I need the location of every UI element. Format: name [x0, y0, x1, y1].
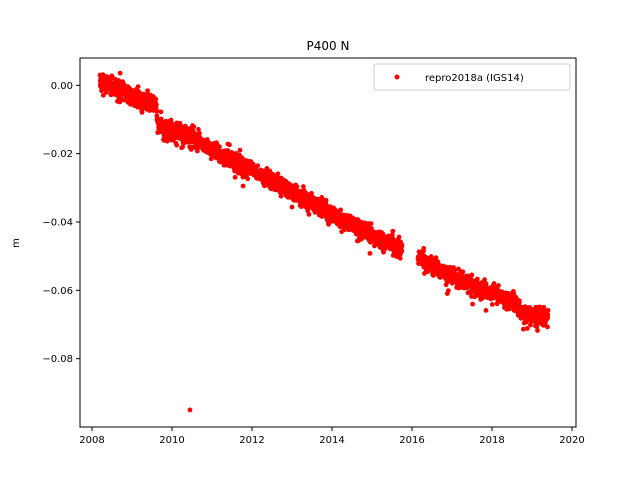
data-point — [445, 288, 451, 294]
data-points — [97, 70, 551, 413]
data-point — [174, 142, 180, 148]
data-point — [197, 130, 202, 136]
data-point — [289, 204, 295, 210]
data-point — [469, 272, 475, 278]
data-point — [421, 245, 427, 251]
data-point — [145, 88, 150, 94]
data-point — [542, 307, 547, 313]
data-point — [470, 301, 476, 307]
data-point — [338, 207, 344, 213]
legend-marker — [394, 74, 400, 80]
data-point — [429, 256, 435, 262]
data-point — [227, 142, 232, 148]
data-point — [301, 184, 306, 189]
x-tick-label: 2020 — [559, 435, 584, 446]
data-point — [368, 221, 374, 227]
data-point — [196, 126, 201, 132]
x-tick-label: 2012 — [239, 435, 264, 446]
data-point — [139, 109, 145, 115]
data-point — [100, 92, 106, 98]
data-point — [323, 197, 329, 203]
data-point — [496, 283, 501, 288]
plot-area — [79, 57, 577, 428]
y-tick-label: −0.06 — [42, 286, 73, 297]
data-point — [326, 221, 331, 227]
data-point — [217, 144, 222, 150]
data-point — [534, 324, 540, 330]
data-point — [399, 248, 405, 254]
data-point — [117, 70, 123, 76]
legend: repro2018a (IGS14) — [373, 63, 571, 91]
data-point — [452, 267, 457, 273]
data-point — [275, 171, 281, 177]
data-point — [397, 255, 403, 261]
data-point — [524, 326, 530, 331]
plot-frame — [79, 57, 577, 428]
x-tick-label: 2008 — [79, 435, 104, 446]
data-point — [545, 312, 551, 318]
data-point — [545, 307, 551, 313]
data-point — [232, 174, 238, 180]
data-point — [240, 183, 246, 189]
x-tick-label: 2014 — [319, 435, 344, 446]
data-point — [267, 168, 273, 174]
x-axis: 2008 2010 2012 2014 2016 2018 2020 — [79, 427, 585, 446]
data-point — [153, 102, 159, 108]
data-point — [367, 250, 373, 256]
data-point — [245, 176, 251, 182]
data-point — [158, 109, 164, 115]
data-point — [474, 276, 480, 282]
legend-box — [373, 63, 571, 91]
data-point — [483, 281, 489, 287]
data-point — [520, 326, 526, 332]
data-point — [433, 255, 439, 261]
data-point — [535, 328, 540, 333]
data-point — [194, 148, 200, 154]
data-point — [528, 322, 533, 328]
data-point — [158, 116, 164, 122]
data-point — [399, 242, 405, 248]
data-point — [168, 117, 174, 123]
data-point — [278, 193, 284, 199]
y-axis-label: m — [11, 238, 22, 248]
data-point — [460, 269, 466, 275]
data-point — [182, 123, 188, 129]
data-point — [482, 277, 487, 283]
y-tick-label: −0.02 — [42, 149, 73, 160]
data-point — [294, 184, 300, 190]
data-point — [389, 232, 395, 238]
x-tick-label: 2010 — [159, 435, 184, 446]
x-tick-label: 2018 — [479, 435, 504, 446]
data-point — [255, 163, 261, 169]
y-tick-label: −0.08 — [42, 354, 73, 365]
y-tick-label: 0.00 — [51, 81, 73, 92]
legend-label: repro2018a (IGS14) — [425, 73, 524, 84]
data-point — [306, 211, 312, 217]
data-point — [191, 124, 197, 130]
data-point — [237, 147, 243, 153]
data-point — [545, 324, 550, 330]
data-point — [153, 96, 159, 102]
data-point — [135, 84, 141, 89]
y-tick-label: −0.04 — [42, 218, 73, 229]
data-point — [396, 234, 402, 240]
data-point-outlier — [187, 407, 193, 413]
data-point — [489, 302, 495, 307]
data-point — [103, 90, 109, 95]
data-point — [164, 138, 170, 144]
data-point — [516, 300, 522, 305]
data-point — [390, 228, 396, 234]
chart-title: P400 N — [307, 39, 350, 53]
data-point — [240, 174, 246, 180]
data-point — [483, 308, 489, 313]
y-axis: 0.00 −0.02 −0.04 −0.06 −0.08 — [42, 81, 80, 365]
x-tick-label: 2016 — [399, 435, 424, 446]
data-point — [154, 108, 160, 114]
